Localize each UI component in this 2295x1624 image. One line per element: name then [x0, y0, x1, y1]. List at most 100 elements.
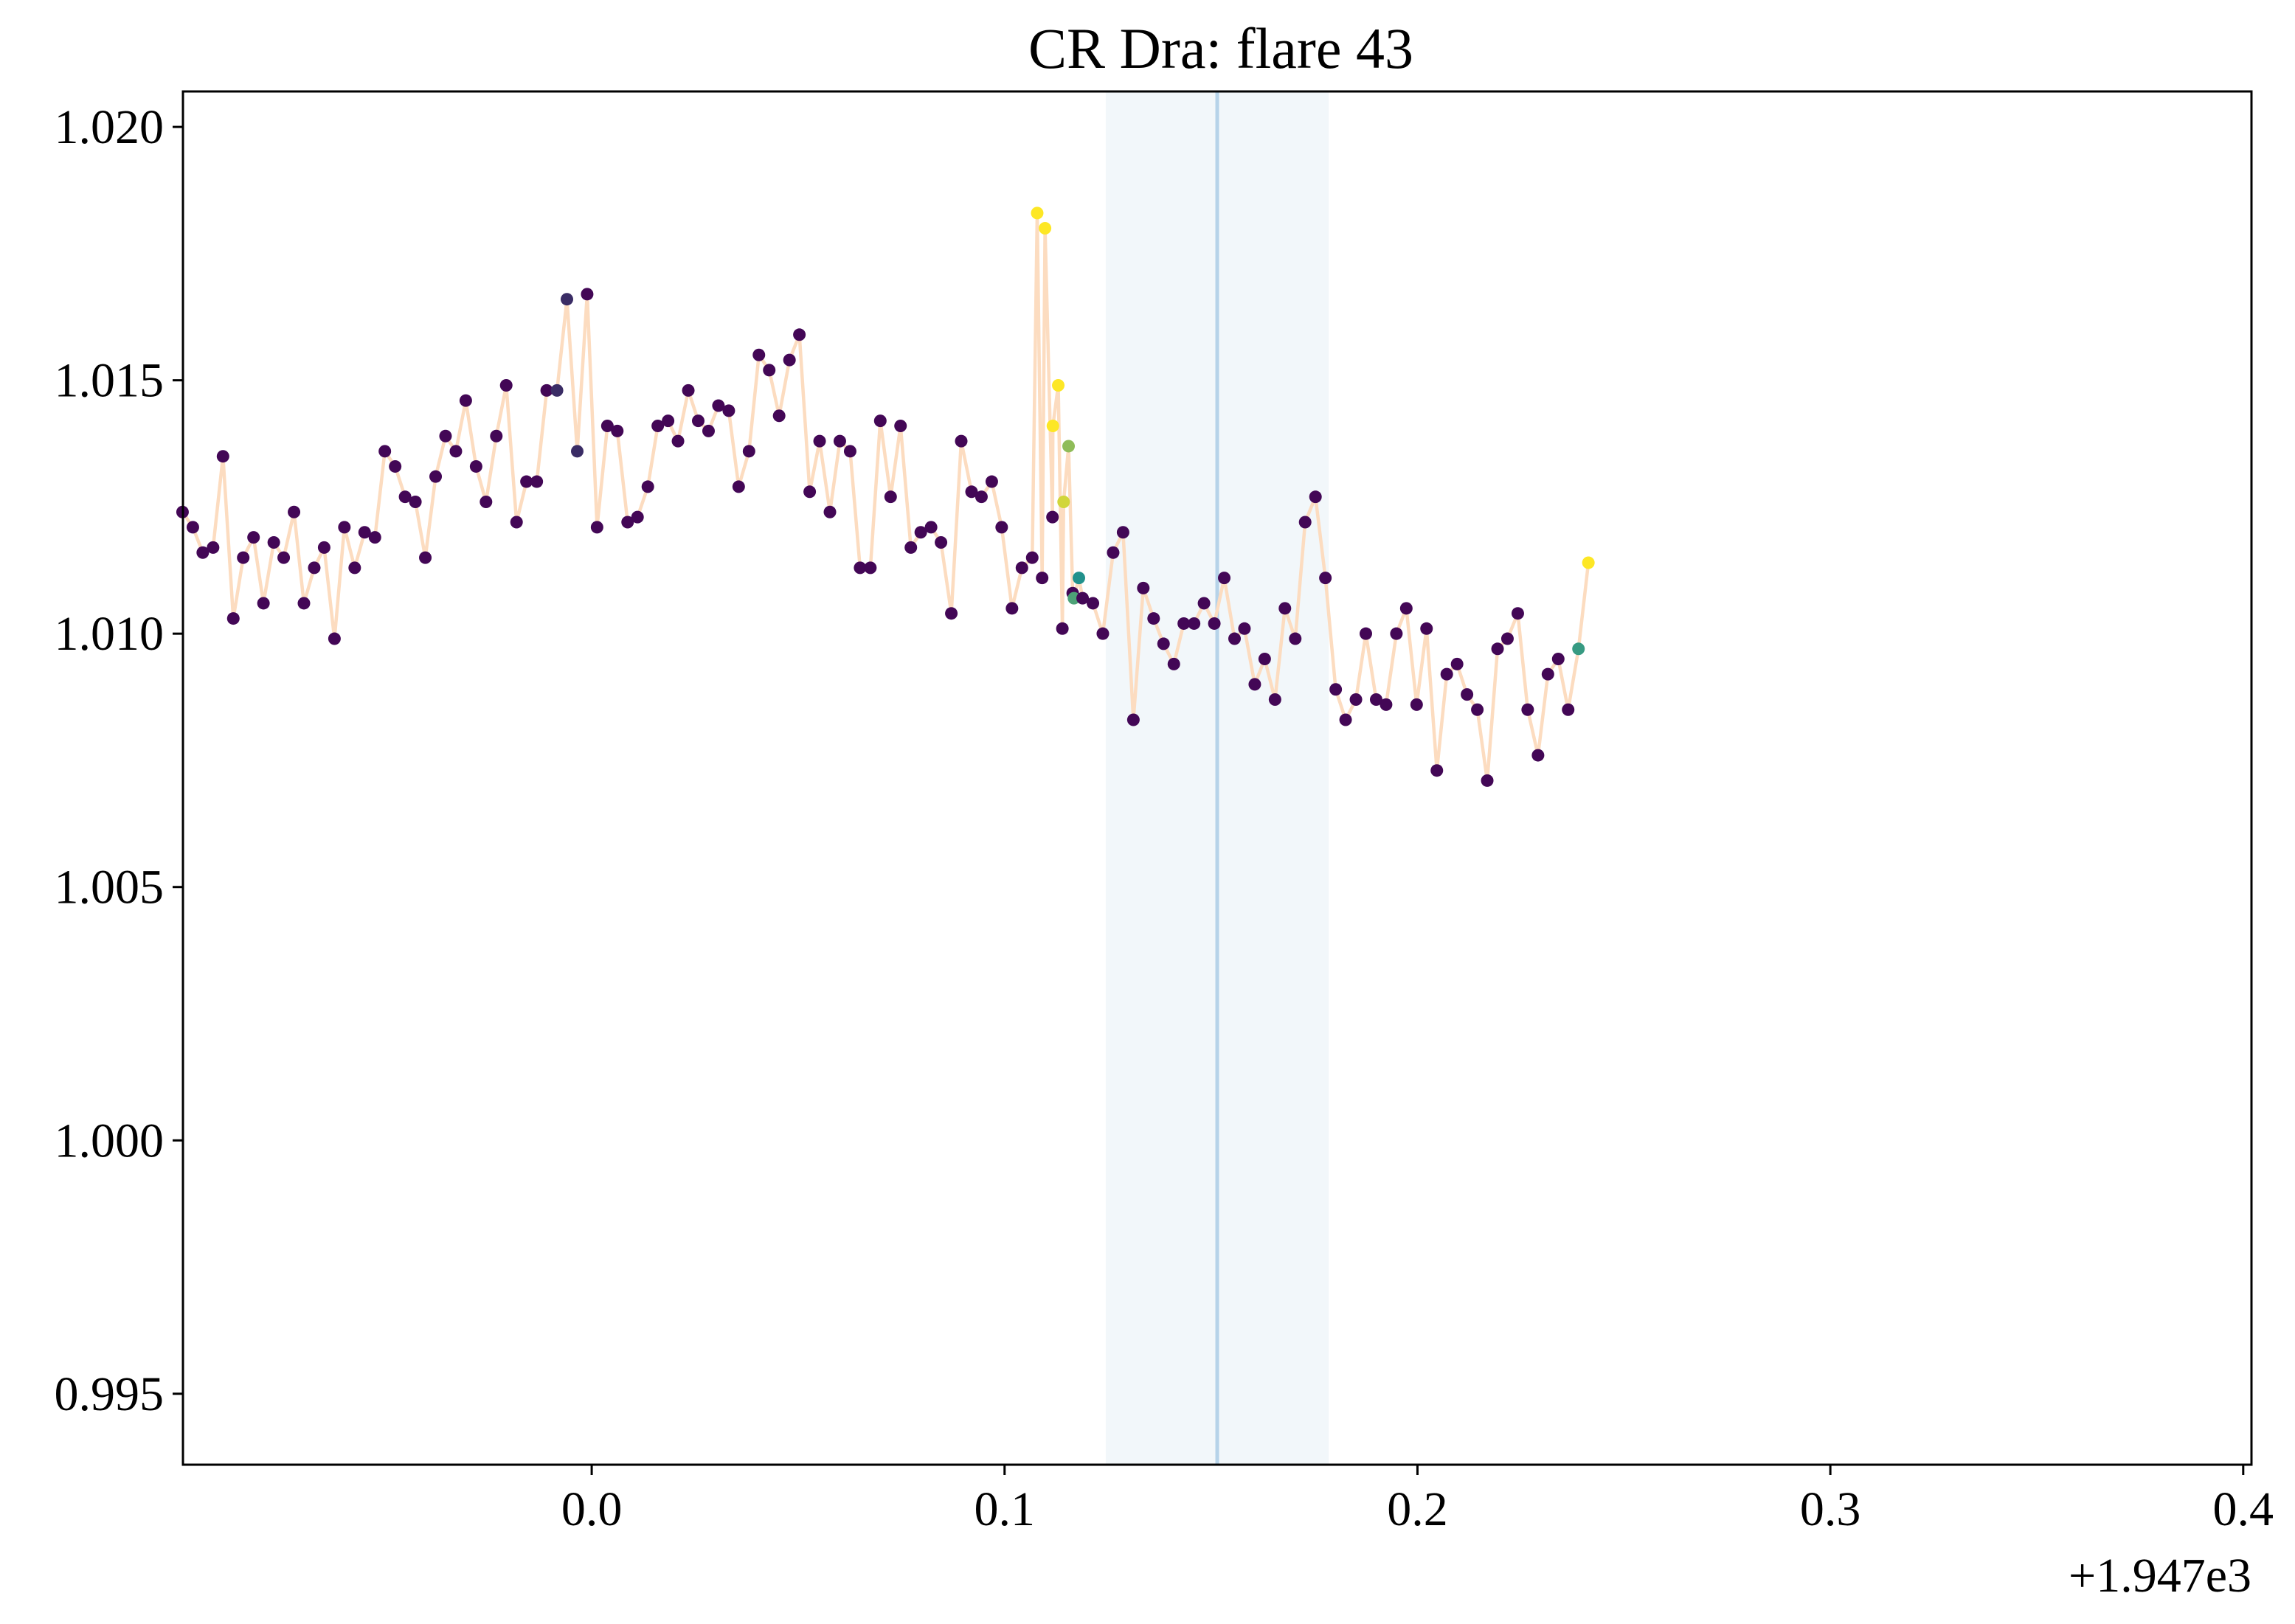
data-point: [1076, 591, 1090, 605]
data-point: [823, 505, 837, 518]
data-point: [803, 485, 817, 499]
data-point: [995, 521, 1008, 534]
data-point: [1031, 207, 1044, 220]
axes-frame: [181, 90, 2253, 1466]
data-point: [763, 364, 776, 377]
data-point: [226, 612, 240, 625]
data-point: [1238, 622, 1251, 635]
data-point: [1339, 713, 1352, 726]
data-point: [581, 288, 594, 301]
data-point: [1481, 774, 1494, 787]
data-point: [1147, 612, 1160, 625]
data-point: [671, 434, 685, 448]
data-point: [1067, 591, 1081, 605]
data-point: [1541, 667, 1554, 681]
data-point: [955, 434, 968, 448]
data-point: [1380, 698, 1393, 711]
data-point: [1582, 556, 1595, 569]
data-point: [682, 384, 695, 397]
data-point: [884, 490, 897, 504]
chart-title: CR Dra: flare 43: [1028, 16, 1413, 80]
data-point: [429, 470, 443, 483]
data-point: [935, 536, 948, 549]
data-point: [600, 419, 614, 432]
data-point: [196, 546, 210, 559]
data-point: [1057, 496, 1070, 509]
data-point: [1500, 632, 1514, 645]
data-point: [985, 475, 998, 488]
data-point: [1450, 657, 1464, 670]
data-point: [1551, 653, 1565, 666]
data-point: [1208, 617, 1221, 630]
data-point: [378, 445, 392, 458]
data-point: [965, 485, 978, 499]
axes-layer: 0.995 1.000 1.005 1.010 1.015 1.020 0.0 0.1 0.2 0…: [55, 90, 2274, 1536]
data-point: [945, 607, 958, 620]
data-point: [1471, 703, 1484, 716]
data-point: [590, 521, 603, 534]
data-point: [1096, 627, 1110, 640]
data-point: [439, 429, 452, 443]
data-point: [1430, 764, 1444, 777]
data-point: [1177, 617, 1191, 630]
data-point: [308, 561, 321, 575]
data-point: [1039, 222, 1052, 235]
data-point: [1572, 642, 1585, 656]
data-point: [1309, 490, 1322, 504]
data-point: [631, 510, 644, 524]
data-point: [1056, 622, 1069, 635]
data-point: [207, 541, 220, 554]
x-tick-label: 0.1: [975, 1482, 1036, 1536]
x-tick-label: 0.3: [1800, 1482, 1861, 1536]
data-point: [247, 531, 260, 544]
data-point: [1116, 526, 1129, 539]
data-point: [328, 632, 341, 645]
data-point: [398, 490, 412, 504]
data-point: [561, 293, 574, 306]
data-point: [409, 496, 422, 509]
data-point: [611, 424, 624, 437]
data-point: [641, 480, 654, 493]
data-point: [348, 561, 361, 575]
data-point: [702, 424, 715, 437]
data-point: [469, 459, 482, 473]
data-point: [1440, 667, 1453, 681]
data-point: [368, 531, 381, 544]
data-point: [1420, 622, 1433, 635]
data-point: [1126, 713, 1140, 726]
data-point: [317, 541, 330, 554]
data-point: [1359, 627, 1372, 640]
data-point: [288, 505, 301, 518]
data-point: [186, 521, 199, 534]
data-point: [520, 475, 533, 488]
data-point: [449, 445, 463, 458]
data-point: [510, 516, 523, 529]
data-point: [1167, 657, 1180, 670]
data-point: [914, 526, 927, 539]
data-point: [257, 597, 270, 610]
data-point: [1005, 602, 1019, 615]
x-tick-label: 0.2: [1387, 1482, 1448, 1536]
data-point: [1157, 637, 1170, 650]
data-point: [1329, 683, 1343, 696]
data-point: [1107, 546, 1120, 559]
data-point: [1046, 510, 1059, 524]
data-point: [662, 414, 675, 428]
data-point: [732, 480, 745, 493]
x-axis-offset-label: +1.947e3: [2069, 1549, 2251, 1603]
y-tick-label: 1.005: [55, 861, 165, 915]
data-point: [752, 348, 766, 361]
data-point: [490, 429, 503, 443]
highlight-span-layer: [1105, 91, 1329, 1465]
data-point: [722, 404, 735, 417]
data-point: [1036, 572, 1049, 585]
y-tick-label: 1.020: [55, 100, 165, 154]
data-point: [1228, 632, 1242, 645]
y-tick-label: 1.010: [55, 607, 165, 661]
data-point: [691, 414, 705, 428]
y-tick-label: 1.000: [55, 1114, 165, 1167]
data-point: [975, 490, 988, 504]
data-point: [1218, 572, 1231, 585]
